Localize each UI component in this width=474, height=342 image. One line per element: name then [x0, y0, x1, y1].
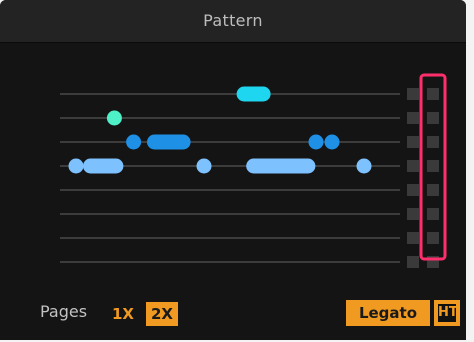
step-cell[interactable]	[407, 88, 419, 100]
pattern-panel: Pattern Pages 1X 2X Legato HT	[0, 0, 466, 340]
note-dot[interactable]	[68, 158, 84, 174]
step-cell[interactable]	[407, 160, 419, 172]
step-cell[interactable]	[407, 136, 419, 148]
step-cell[interactable]	[407, 208, 419, 220]
step-cell[interactable]	[427, 136, 439, 148]
step-cell[interactable]	[407, 184, 419, 196]
step-cell[interactable]	[407, 112, 419, 124]
step-cell[interactable]	[427, 160, 439, 172]
step-cell[interactable]	[407, 232, 419, 244]
step-cell[interactable]	[427, 88, 439, 100]
ht-label: HT	[438, 304, 458, 322]
note-dot[interactable]	[196, 158, 212, 174]
step-cell[interactable]	[427, 112, 439, 124]
playhead-highlight	[419, 73, 447, 261]
step-cell[interactable]	[427, 184, 439, 196]
note-bar[interactable]	[236, 86, 271, 102]
note-bar[interactable]	[246, 158, 316, 174]
ht-button[interactable]: HT	[434, 300, 460, 326]
note-dot[interactable]	[308, 134, 324, 150]
note-dot[interactable]	[126, 134, 142, 150]
step-cell[interactable]	[427, 232, 439, 244]
panel-header: Pattern	[0, 0, 466, 43]
page-1x-button[interactable]: 1X	[111, 305, 134, 323]
panel-title: Pattern	[203, 11, 263, 30]
page-2x-button[interactable]: 2X	[146, 302, 178, 326]
step-cell[interactable]	[427, 208, 439, 220]
note-dot[interactable]	[356, 158, 372, 174]
legato-button[interactable]: Legato	[346, 300, 430, 326]
note-bar[interactable]	[147, 134, 191, 150]
note-bar[interactable]	[83, 158, 124, 174]
pattern-grid[interactable]	[0, 0, 466, 340]
pages-label: Pages	[40, 302, 88, 321]
step-cell[interactable]	[407, 256, 419, 268]
note-dot[interactable]	[106, 110, 122, 126]
note-dot[interactable]	[324, 134, 340, 150]
